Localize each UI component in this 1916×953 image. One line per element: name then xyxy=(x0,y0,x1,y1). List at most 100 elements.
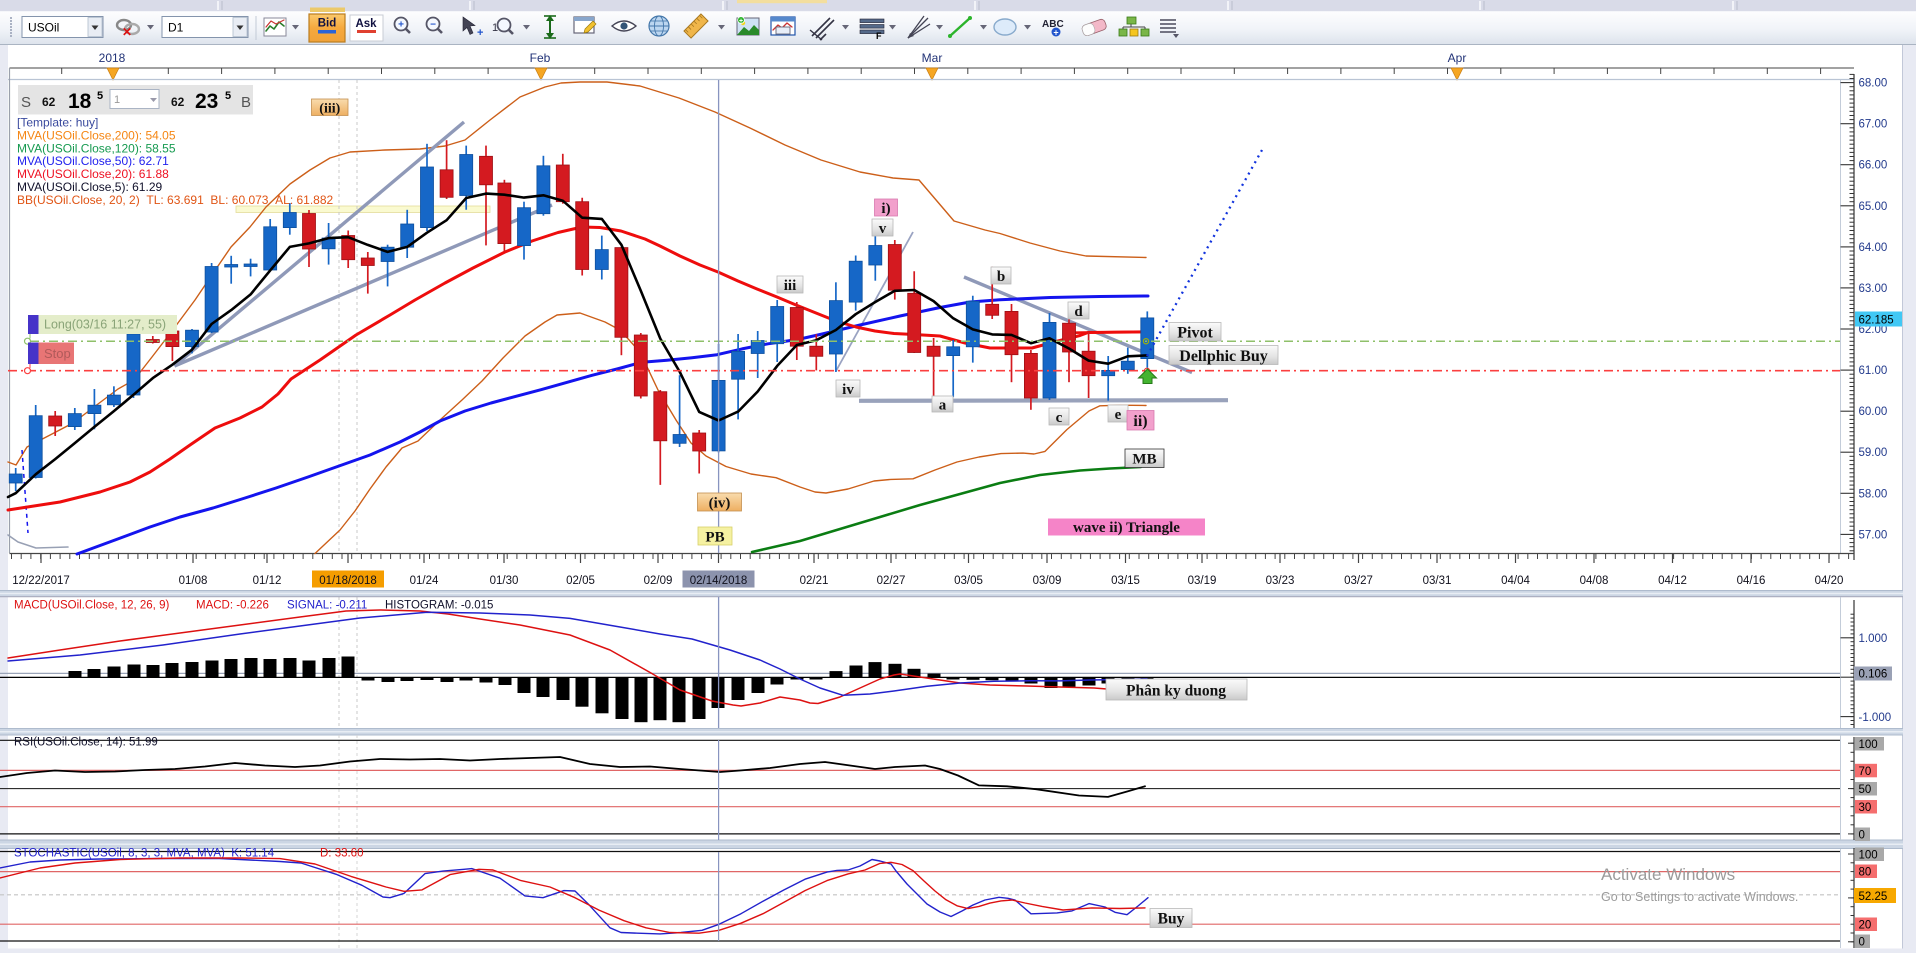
svg-text:62.00: 62.00 xyxy=(1859,324,1888,336)
svg-text:5: 5 xyxy=(225,90,231,102)
svg-text:01/12: 01/12 xyxy=(253,575,282,587)
svg-text:63.00: 63.00 xyxy=(1859,283,1888,295)
svg-text:12/22/2017: 12/22/2017 xyxy=(12,575,70,587)
svg-text:61.00: 61.00 xyxy=(1859,365,1888,377)
svg-text:1: 1 xyxy=(114,94,120,106)
svg-text:01/18/2018: 01/18/2018 xyxy=(319,575,377,587)
svg-text:03/19: 03/19 xyxy=(1188,575,1217,587)
svg-text:80: 80 xyxy=(1859,867,1872,879)
svg-text:+: + xyxy=(1053,28,1058,38)
svg-text:Activate Windows: Activate Windows xyxy=(1601,865,1735,884)
svg-text:v: v xyxy=(879,221,887,237)
svg-text:Ask: Ask xyxy=(355,18,377,30)
svg-text:d: d xyxy=(1074,304,1083,320)
svg-text:Bid: Bid xyxy=(318,18,337,30)
svg-text:ABC: ABC xyxy=(1042,19,1064,30)
svg-text:20: 20 xyxy=(1859,920,1872,932)
svg-text:04/16: 04/16 xyxy=(1737,575,1766,587)
svg-text:02/09: 02/09 xyxy=(644,575,673,587)
svg-text:03/09: 03/09 xyxy=(1033,575,1062,587)
svg-text:0.106: 0.106 xyxy=(1859,669,1888,681)
svg-text:STOCHASTIC(USOil, 8, 3, 3, MVA: STOCHASTIC(USOil, 8, 3, 3, MVA, MVA) K: … xyxy=(14,848,275,860)
svg-text:04/12: 04/12 xyxy=(1658,575,1687,587)
svg-text:b: b xyxy=(997,269,1005,285)
svg-text:04/04: 04/04 xyxy=(1501,575,1530,587)
svg-text:03/31: 03/31 xyxy=(1423,575,1452,587)
svg-text:62.185: 62.185 xyxy=(1859,315,1894,327)
svg-text:0: 0 xyxy=(1859,830,1865,842)
svg-text:1.000: 1.000 xyxy=(1859,633,1888,645)
svg-text:Mar: Mar xyxy=(922,51,943,65)
svg-text:B: B xyxy=(241,94,251,111)
svg-text:62: 62 xyxy=(42,95,56,109)
svg-text:PB: PB xyxy=(705,529,724,545)
svg-text:−: − xyxy=(430,20,436,31)
svg-text:100: 100 xyxy=(1859,850,1878,862)
svg-text:67.00: 67.00 xyxy=(1859,119,1888,131)
svg-text:70: 70 xyxy=(1859,766,1872,778)
svg-text:65.00: 65.00 xyxy=(1859,201,1888,213)
svg-text:MVA(USOil.Close,20): 61.88: MVA(USOil.Close,20): 61.88 xyxy=(17,167,169,181)
svg-text:Pivot: Pivot xyxy=(1177,325,1213,342)
svg-text:F: F xyxy=(876,31,882,41)
svg-text:+: + xyxy=(739,18,743,25)
svg-text:MVA(USOil.Close,5): 61.29: MVA(USOil.Close,5): 61.29 xyxy=(17,180,162,194)
svg-text:MB: MB xyxy=(1132,452,1156,468)
svg-text:Feb: Feb xyxy=(530,51,551,65)
svg-text:-1.000: -1.000 xyxy=(1859,712,1892,724)
svg-text:03/23: 03/23 xyxy=(1266,575,1295,587)
svg-text:D1: D1 xyxy=(168,21,184,35)
svg-text:03/05: 03/05 xyxy=(954,575,983,587)
svg-text:Dellphic Buy: Dellphic Buy xyxy=(1179,348,1267,365)
svg-text:ii): ii) xyxy=(1133,413,1147,430)
svg-text:30: 30 xyxy=(1859,802,1872,814)
svg-text:23: 23 xyxy=(195,90,218,113)
svg-text:01/08: 01/08 xyxy=(179,575,208,587)
svg-text:SIGNAL: -0.211: SIGNAL: -0.211 xyxy=(287,600,367,612)
svg-text:02/27: 02/27 xyxy=(877,575,906,587)
svg-text:Long(03/16 11:27, 55): Long(03/16 11:27, 55) xyxy=(44,318,166,332)
svg-text:01/30: 01/30 xyxy=(490,575,519,587)
svg-text:(iii): (iii) xyxy=(319,101,340,116)
svg-text:50: 50 xyxy=(1859,784,1872,796)
svg-text:03/15: 03/15 xyxy=(1111,575,1140,587)
svg-text:MVA(USOil.Close,50): 62.71: MVA(USOil.Close,50): 62.71 xyxy=(17,154,169,168)
svg-text:02/21: 02/21 xyxy=(800,575,829,587)
svg-text:a: a xyxy=(939,397,947,413)
svg-text:68.00: 68.00 xyxy=(1859,78,1888,90)
svg-text:0: 0 xyxy=(1859,937,1865,949)
svg-text:66.00: 66.00 xyxy=(1859,160,1888,172)
svg-text:5: 5 xyxy=(97,90,103,102)
svg-text:(iv): (iv) xyxy=(709,495,731,511)
svg-text:c: c xyxy=(1056,410,1063,426)
svg-text:Go to Settings to activate Win: Go to Settings to activate Windows. xyxy=(1601,890,1798,904)
svg-text:RSI(USOil.Close, 14): 51.99: RSI(USOil.Close, 14): 51.99 xyxy=(14,737,158,749)
svg-text:✕: ✕ xyxy=(122,25,132,39)
svg-text:02/05: 02/05 xyxy=(566,575,595,587)
svg-text:Apr: Apr xyxy=(1448,51,1467,65)
svg-text:52.25: 52.25 xyxy=(1859,891,1888,903)
svg-text:04/08: 04/08 xyxy=(1580,575,1609,587)
svg-text:MACD(USOil.Close, 12, 26, 9): MACD(USOil.Close, 12, 26, 9) xyxy=(14,600,169,612)
svg-text:wave ii) Triangle: wave ii) Triangle xyxy=(1073,520,1180,536)
svg-text:Stop: Stop xyxy=(44,346,71,361)
svg-text:D: 33.60: D: 33.60 xyxy=(320,848,363,860)
svg-text:59.00: 59.00 xyxy=(1859,447,1888,459)
svg-text:60.00: 60.00 xyxy=(1859,406,1888,418)
svg-text:S: S xyxy=(21,94,31,111)
svg-text:USOil: USOil xyxy=(28,21,59,35)
svg-text:BB(USOil.Close, 20, 2) TL: 63: BB(USOil.Close, 20, 2) TL: 63.691 BL: 60… xyxy=(17,193,334,207)
svg-text:MACD: -0.226: MACD: -0.226 xyxy=(196,600,269,612)
svg-text:Phân ky duong: Phân ky duong xyxy=(1126,683,1226,700)
svg-text:iii: iii xyxy=(784,278,797,294)
svg-text:iv: iv xyxy=(842,382,854,398)
svg-text:57.00: 57.00 xyxy=(1859,529,1888,541)
svg-text:e: e xyxy=(1115,407,1122,423)
svg-text:03/27: 03/27 xyxy=(1344,575,1373,587)
svg-text:HISTOGRAM: -0.015: HISTOGRAM: -0.015 xyxy=(385,600,493,612)
svg-text:+: + xyxy=(398,20,404,31)
svg-text:[Template: huy]: [Template: huy] xyxy=(17,116,98,130)
svg-text:+: + xyxy=(477,27,483,39)
svg-text:64.00: 64.00 xyxy=(1859,242,1888,254)
svg-text:i): i) xyxy=(881,201,890,217)
